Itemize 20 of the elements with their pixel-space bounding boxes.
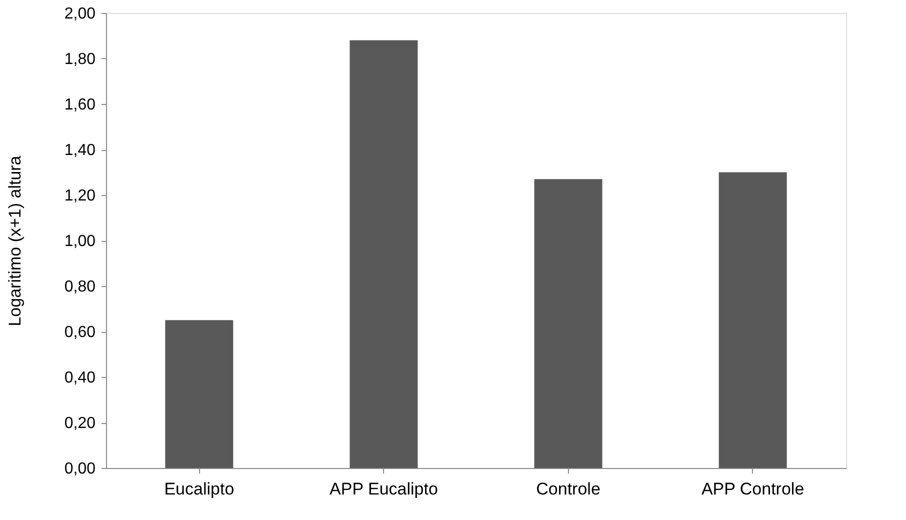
x-tick-label: Controle — [536, 480, 600, 498]
y-axis-title: Logaritimo (x+1) altura — [5, 155, 24, 326]
y-tick-label: 0,60 — [64, 324, 96, 341]
y-tick-label: 1,00 — [64, 233, 96, 250]
y-tick-label: 1,80 — [64, 51, 96, 68]
y-tick-label: 0,80 — [64, 278, 96, 296]
x-tick-label: APP Controle — [701, 480, 804, 498]
y-tick-label: 0,20 — [64, 415, 96, 432]
bar — [534, 179, 602, 468]
y-tick-label: 2,00 — [64, 6, 96, 22]
bar — [718, 172, 787, 468]
bar — [165, 320, 234, 468]
x-tick-label: APP Eucalipto — [330, 480, 438, 498]
bar — [350, 40, 418, 468]
y-tick-label: 1,20 — [64, 188, 96, 204]
x-tick-label: Eucalipto — [164, 480, 234, 498]
y-tick-label: 1,60 — [64, 96, 96, 114]
y-tick-label: 1,40 — [64, 142, 96, 159]
y-tick-label: 0,00 — [64, 460, 96, 478]
y-tick-label: 0,40 — [64, 370, 96, 386]
